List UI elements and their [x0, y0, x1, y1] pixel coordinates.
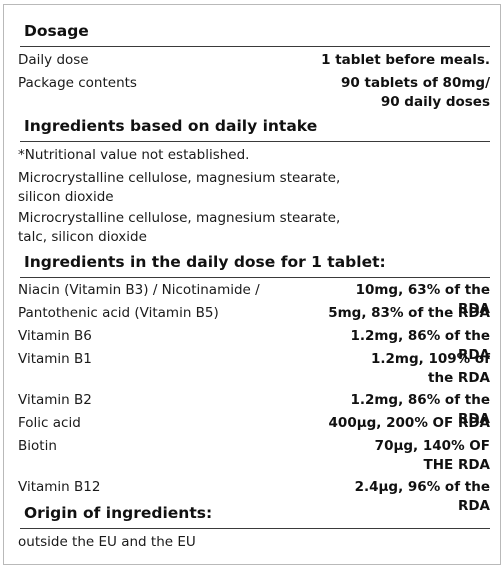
origin-text: outside the EU and the EU [18, 534, 196, 550]
nutritional-note: *Nutritional value not established. [18, 147, 250, 163]
row-value: 1.2mg, 109% of the RDA [370, 351, 490, 386]
row-label: Biotin [18, 438, 57, 454]
row-value: 2.4μg, 96% of the RDA [354, 479, 490, 514]
row-label: Folic acid [18, 415, 81, 431]
product-info-card: Dosage Daily dose 1 tablet before meals.… [3, 4, 501, 565]
row-label: Vitamin B2 [18, 392, 92, 408]
row-label: Vitamin B1 [18, 351, 92, 367]
row-label: Vitamin B12 [18, 479, 101, 495]
ingredient-line: Microcrystalline cellulose, magnesium st… [18, 210, 341, 245]
row-label: Niacin (Vitamin B3) / Nicotinamide / [18, 282, 260, 298]
row-value: 5mg, 83% of the RDA [328, 305, 490, 321]
row-value: 1.2mg, 86% of the RDA [350, 328, 490, 363]
row-label: Package contents [18, 75, 137, 91]
row-value: 1.2mg, 86% of the RDA [350, 392, 490, 427]
dosage-heading: Dosage [20, 19, 490, 47]
row-value: 70μg, 140% OF THE RDA [374, 438, 490, 473]
row-label: Vitamin B6 [18, 328, 92, 344]
row-value: 1 tablet before meals. [321, 52, 490, 68]
origin-heading: Origin of ingredients: [20, 501, 490, 529]
row-value: 90 tablets of 80mg/ 90 daily doses [341, 75, 490, 110]
row-label: Pantothenic acid (Vitamin B5) [18, 305, 219, 321]
row-value: 10mg, 63% of the RDA [355, 282, 490, 317]
ingredients-daily-intake-heading: Ingredients based on daily intake [20, 114, 490, 142]
row-label: Daily dose [18, 52, 89, 68]
ingredients-per-tablet-heading: Ingredients in the daily dose for 1 tabl… [20, 250, 490, 278]
ingredient-line: Microcrystalline cellulose, magnesium st… [18, 170, 341, 205]
row-value: 400μg, 200% OF RDA [328, 415, 490, 431]
